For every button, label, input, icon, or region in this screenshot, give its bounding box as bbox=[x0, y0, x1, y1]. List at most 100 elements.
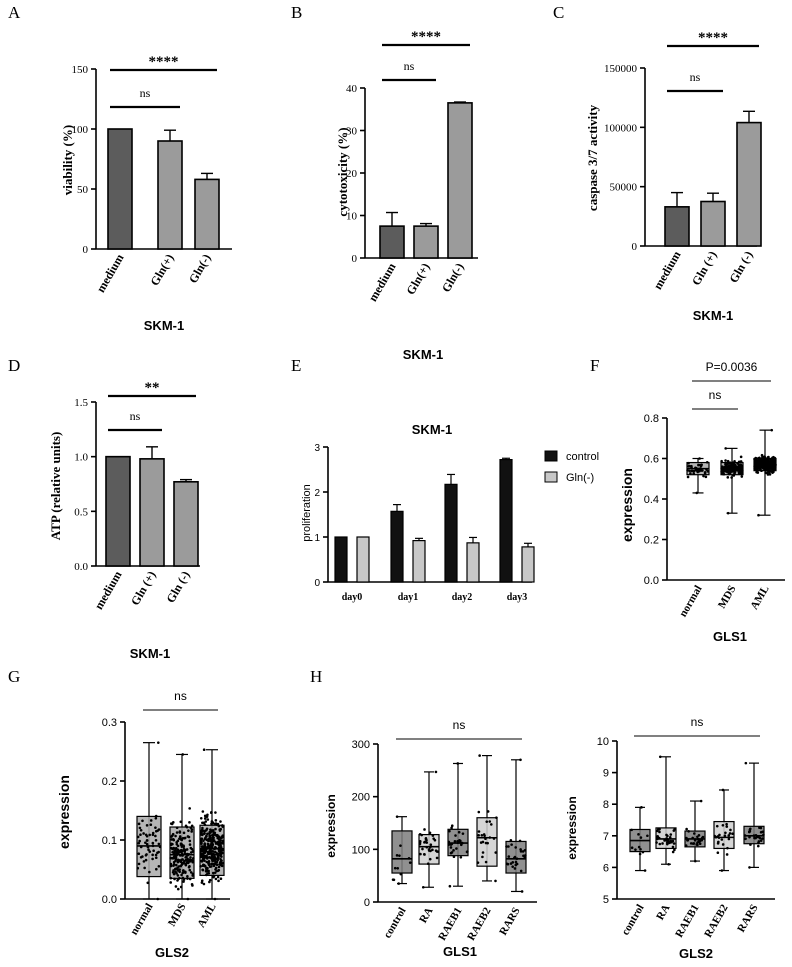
data-point bbox=[740, 475, 744, 478]
data-point bbox=[690, 464, 693, 468]
x-tick-label: Gln (+) bbox=[689, 248, 720, 287]
data-point bbox=[755, 469, 759, 472]
y-tick-label: 0.4 bbox=[644, 494, 659, 506]
data-point bbox=[732, 469, 736, 473]
x-axis-title: SKM-1 bbox=[144, 318, 184, 333]
data-point bbox=[457, 830, 461, 834]
y-tick-label: 1 bbox=[314, 533, 320, 544]
data-point bbox=[686, 469, 689, 472]
data-point bbox=[697, 833, 701, 837]
y-tick-label: 2 bbox=[314, 488, 320, 499]
y-tick-label: 0.2 bbox=[644, 535, 659, 547]
data-point bbox=[669, 833, 673, 836]
y-tick-label: 0 bbox=[314, 578, 320, 589]
legend-swatch-gln-minus bbox=[544, 471, 558, 483]
panel-label-a: A bbox=[8, 3, 21, 22]
bar bbox=[521, 546, 535, 583]
data-point bbox=[189, 826, 193, 829]
data-point bbox=[220, 864, 224, 868]
data-point bbox=[213, 855, 216, 859]
data-point bbox=[187, 829, 190, 832]
data-point bbox=[762, 833, 765, 837]
data-point bbox=[396, 867, 400, 870]
x-tick-label: normal bbox=[128, 902, 156, 938]
data-point bbox=[202, 882, 206, 886]
x-tick-label: RAEB1 bbox=[673, 903, 701, 940]
data-point bbox=[157, 850, 160, 854]
data-point bbox=[694, 466, 697, 470]
data-point bbox=[700, 837, 704, 841]
data-point bbox=[210, 811, 213, 814]
data-point bbox=[448, 884, 452, 888]
panel-label-g: G bbox=[8, 667, 20, 686]
data-point bbox=[215, 841, 218, 845]
data-point bbox=[519, 758, 522, 762]
data-point bbox=[181, 871, 185, 875]
data-point bbox=[449, 846, 453, 849]
data-point bbox=[768, 463, 772, 467]
data-point bbox=[205, 868, 209, 872]
x-tick-label: control bbox=[382, 906, 409, 941]
data-point bbox=[724, 831, 727, 835]
y-axis-label: cytotoxicity (%) bbox=[335, 127, 350, 216]
legend-swatch-control bbox=[544, 450, 558, 462]
data-point bbox=[726, 476, 730, 479]
x-tick-label: day1 bbox=[398, 592, 419, 603]
data-point bbox=[178, 837, 181, 840]
data-point bbox=[219, 860, 223, 863]
data-point bbox=[204, 856, 208, 859]
data-point bbox=[200, 860, 204, 863]
data-point bbox=[478, 754, 481, 757]
data-point bbox=[421, 885, 425, 889]
data-point bbox=[208, 834, 211, 838]
y-tick-label: 0 bbox=[632, 241, 638, 253]
x-axis-title: SKM-1 bbox=[693, 308, 733, 323]
data-point bbox=[220, 835, 224, 838]
data-point bbox=[408, 861, 412, 864]
data-point bbox=[428, 857, 432, 861]
data-point bbox=[205, 815, 209, 818]
data-point bbox=[521, 850, 525, 853]
data-point bbox=[202, 748, 206, 752]
data-point bbox=[199, 816, 203, 820]
data-point bbox=[744, 761, 748, 765]
data-point bbox=[148, 870, 151, 874]
panel-a-chart: viability (%) SKM-1 0 50 100 150 medium Gln(+… bbox=[60, 54, 232, 333]
y-tick-label: 200 bbox=[352, 792, 370, 804]
data-point bbox=[171, 832, 175, 836]
x-tick-label: Gln (+) bbox=[128, 568, 159, 607]
data-point bbox=[211, 853, 215, 856]
data-point bbox=[221, 839, 225, 843]
data-point bbox=[691, 836, 694, 840]
data-point bbox=[215, 852, 219, 856]
y-axis-label: proliferation bbox=[301, 484, 313, 541]
data-point bbox=[634, 848, 637, 851]
data-point bbox=[699, 464, 703, 468]
y-tick-label: 100 bbox=[72, 124, 89, 136]
data-point bbox=[671, 850, 675, 854]
data-point bbox=[669, 839, 673, 843]
data-point bbox=[148, 850, 152, 853]
data-point bbox=[154, 856, 158, 860]
data-point bbox=[716, 851, 720, 855]
significance-label: ns bbox=[404, 59, 415, 73]
data-point bbox=[207, 871, 211, 875]
data-point bbox=[211, 850, 215, 853]
data-point bbox=[154, 853, 158, 857]
data-point bbox=[756, 464, 759, 468]
x-tick-label: RAEB2 bbox=[465, 905, 494, 943]
data-point bbox=[715, 824, 719, 828]
data-point bbox=[730, 476, 733, 479]
y-tick-label: 0.6 bbox=[644, 454, 659, 466]
x-tick-label: RA bbox=[417, 905, 435, 925]
y-tick-label: 0.5 bbox=[74, 506, 88, 518]
data-point bbox=[740, 465, 744, 469]
data-point bbox=[726, 459, 730, 463]
data-point bbox=[203, 830, 206, 833]
data-point bbox=[693, 838, 697, 842]
data-point bbox=[174, 834, 177, 838]
data-point bbox=[637, 833, 640, 836]
data-point bbox=[703, 471, 707, 474]
data-point bbox=[220, 855, 223, 858]
